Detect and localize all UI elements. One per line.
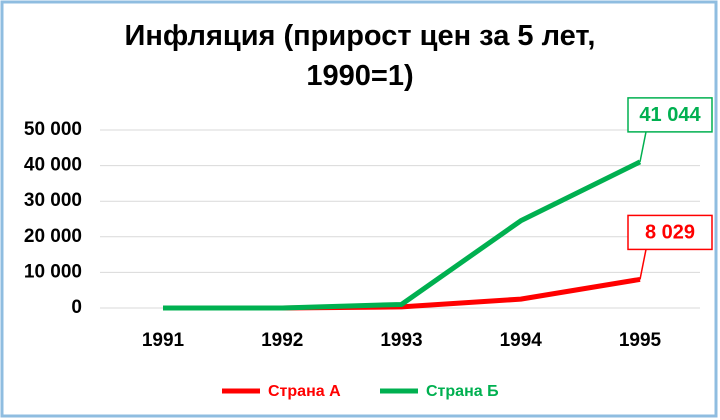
callout-leader xyxy=(639,249,647,280)
y-tick-label: 50 000 xyxy=(24,119,82,140)
callout-box xyxy=(627,97,713,133)
chart-title: Инфляция (прирост цен за 5 лет, 1990=1) xyxy=(124,20,596,92)
x-tick-label: 1995 xyxy=(619,330,662,351)
callout-box xyxy=(627,214,713,251)
y-tick-label: 10 000 xyxy=(24,261,82,282)
y-tick-label: 0 xyxy=(71,297,82,318)
x-tick-label: 1991 xyxy=(142,330,185,351)
x-tick-label: 1992 xyxy=(261,330,303,351)
y-tick-label: 40 000 xyxy=(24,155,82,176)
data-label: 41 044 xyxy=(639,104,701,126)
callout-leader xyxy=(639,131,647,163)
data-label: 8 029 xyxy=(645,222,695,244)
x-tick-label: 1993 xyxy=(380,330,422,351)
y-tick-label: 20 000 xyxy=(24,226,82,247)
legend-label: Страна А xyxy=(268,383,341,400)
y-tick-label: 30 000 xyxy=(24,190,82,211)
x-tick-label: 1994 xyxy=(500,330,543,351)
legend-label: Страна Б xyxy=(426,383,499,400)
series-line xyxy=(163,159,642,311)
